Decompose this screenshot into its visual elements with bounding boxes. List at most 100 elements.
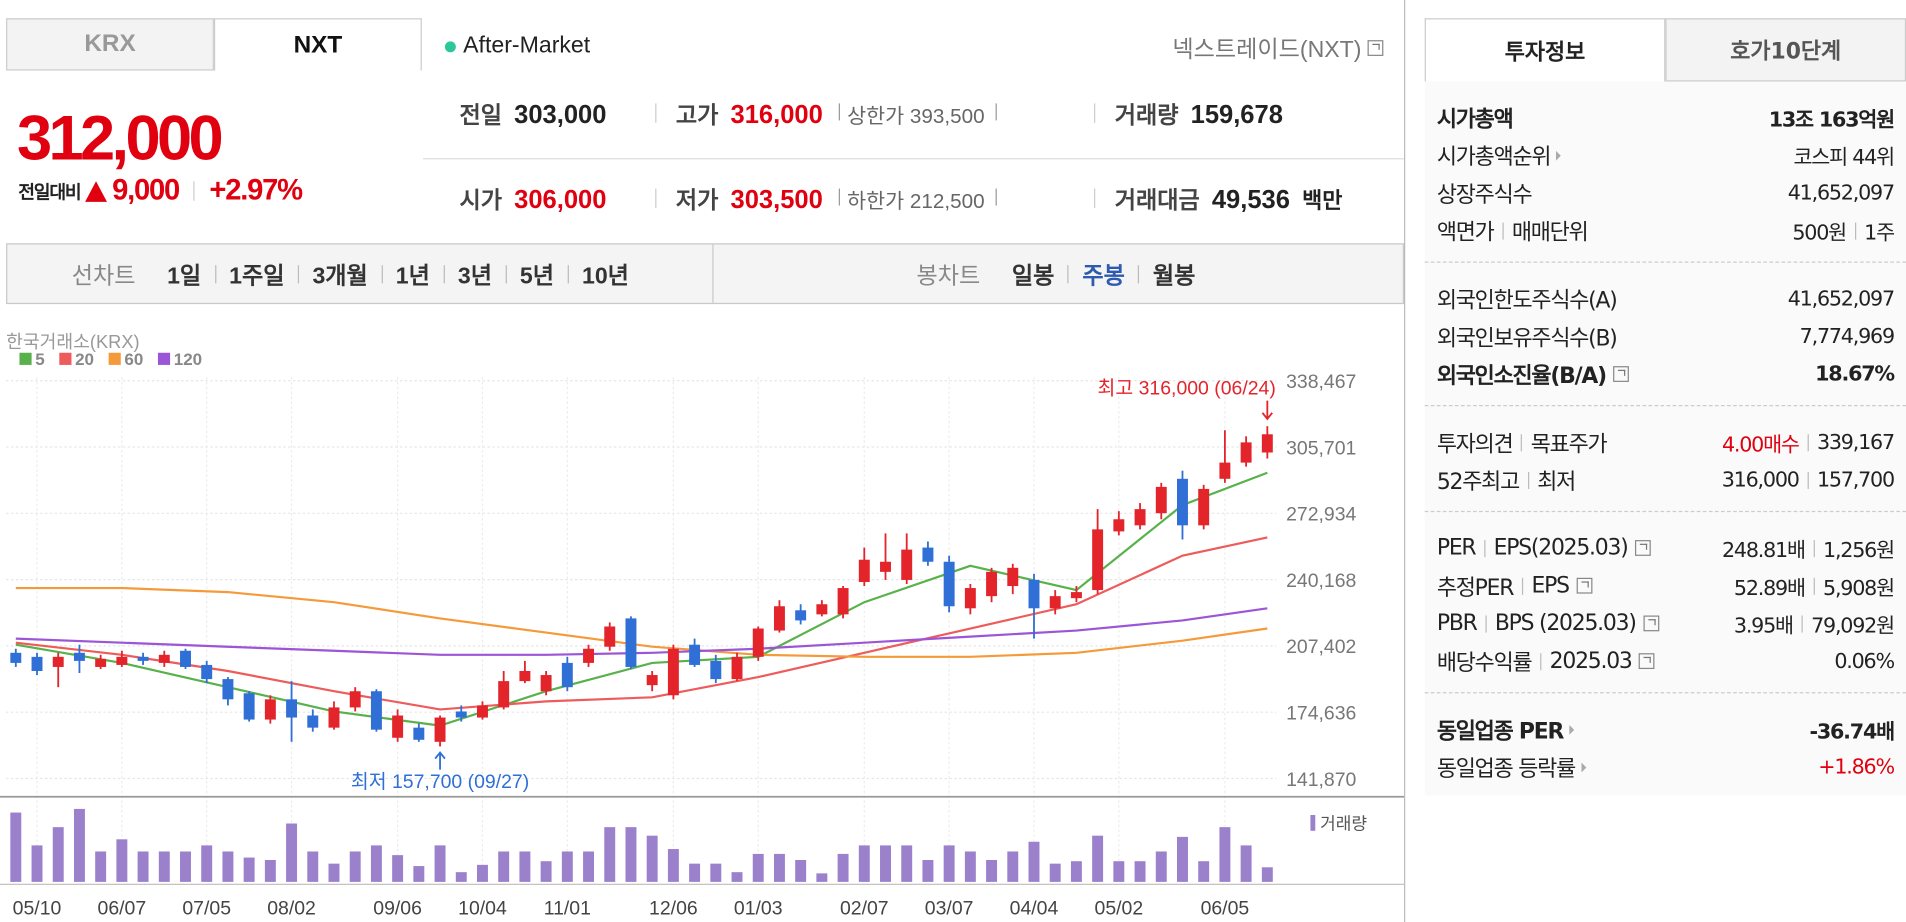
volume-bar: [858, 845, 870, 882]
chart-tab[interactable]: 일봉: [1011, 263, 1055, 289]
candle-body: [95, 658, 107, 667]
row-value: 1주: [1864, 221, 1895, 246]
help-icon[interactable]: [1634, 540, 1651, 556]
row-values: 4.00매수 339,167: [1722, 427, 1895, 457]
info-row: PBR BPS (2025.03) 3.95배 79,092원: [1436, 605, 1895, 643]
row-value: 79,092원: [1811, 614, 1895, 639]
info-section: 외국인한도주식수(A) 41,652,097 외국인보유주식수(B) 7,774,96…: [1424, 263, 1906, 407]
volume-bar: [880, 845, 891, 882]
row-value: 41,652,097: [1787, 180, 1895, 205]
moving-average: [15, 471, 1268, 727]
candle-body: [52, 656, 64, 667]
volume-bar: [731, 872, 743, 882]
row-label: 동일업종 PER: [1436, 718, 1564, 744]
separator: [655, 188, 657, 209]
info-section: PER EPS(2025.03) 248.81배 1,256원 추정PER EPS 52.8…: [1424, 512, 1906, 694]
row-label: 투자의견: [1436, 431, 1514, 457]
info-tab[interactable]: 호가10단계: [1665, 18, 1906, 82]
info-row: 추정PER EPS 52.89배 5,908원: [1437, 567, 1895, 605]
row-label: 외국인한도주식수(A): [1436, 287, 1618, 314]
venue[interactable]: 넥스트레이드(NXT): [1172, 32, 1384, 65]
quote-item: 시가 306,000: [459, 182, 606, 215]
separator: [443, 264, 445, 283]
row-label: 52주최고: [1436, 468, 1520, 495]
volume-bar: [264, 859, 276, 882]
volume-bar: [773, 853, 785, 882]
volume-bar: [498, 851, 510, 882]
chart-tabs-bar: 선차트 1일 1주일 3개월 1년 3년 5년 10년 봉차트 일봉 주봉 월봉: [6, 243, 1405, 305]
legend-swatch: [108, 352, 121, 365]
help-icon[interactable]: [1576, 577, 1592, 594]
arrow-icon[interactable]: [1556, 150, 1562, 160]
volume-bar: [583, 851, 595, 882]
change-label: 전일대비: [18, 181, 81, 203]
arrow-icon[interactable]: [1581, 762, 1586, 772]
row-labels: 배당수익률 2025.03: [1437, 645, 1655, 677]
change-rate: +2.97%: [209, 173, 303, 207]
panel-divider: [1404, 0, 1406, 922]
market-tab[interactable]: KRX: [6, 18, 214, 71]
separator: [1813, 539, 1815, 557]
chart-tab[interactable]: 10년: [581, 263, 629, 289]
row-value: 248.81배: [1721, 538, 1806, 564]
help-icon[interactable]: [1367, 40, 1384, 56]
volume-bar: [604, 827, 616, 882]
volume-bar: [1092, 835, 1104, 882]
chart-tab[interactable]: 5년: [519, 263, 555, 289]
volume-bar: [116, 839, 128, 882]
legend-label: 120: [174, 350, 202, 369]
row-values: 7,774,969: [1800, 324, 1895, 348]
chart-tab[interactable]: 1일: [167, 263, 202, 289]
candle-body: [710, 660, 722, 680]
chart-tab[interactable]: 월봉: [1152, 263, 1196, 289]
sub-label: 상한가: [847, 104, 905, 128]
volume-bar: [31, 845, 43, 882]
candle-body: [413, 727, 425, 740]
volume-bar: [52, 827, 64, 882]
help-icon[interactable]: [1638, 653, 1655, 670]
change-value: 9,000: [112, 173, 180, 207]
volume-bar: [137, 851, 149, 882]
info-row: 시가총액 13조 163억원: [1437, 99, 1895, 137]
candle-body: [137, 656, 149, 661]
info-tab[interactable]: 투자정보: [1424, 18, 1666, 82]
candle-body: [434, 717, 446, 742]
row-label: PBR: [1436, 610, 1478, 637]
group-label: 봉차트: [916, 263, 981, 289]
quote-label: 저가: [675, 188, 719, 215]
volume-bar: [1007, 851, 1019, 882]
legend-label: 5: [35, 350, 44, 369]
x-tick-label: 07/05: [182, 898, 231, 920]
quote-item: 거래량 159,678: [1094, 97, 1283, 130]
help-icon[interactable]: [1642, 615, 1659, 632]
separator: [1813, 577, 1815, 595]
row-value: 3.95배: [1733, 614, 1794, 639]
help-icon[interactable]: [1613, 366, 1629, 382]
candle-body: [561, 662, 573, 688]
quote-label: 시가: [459, 188, 503, 215]
info-section: 동일업종 PER -36.74배 동일업종 등락률 +1.86%: [1425, 693, 1906, 798]
candle-body: [392, 715, 404, 738]
volume-bar: [837, 853, 849, 882]
volume-bar: [901, 845, 913, 882]
x-tick-label: 09/06: [373, 898, 422, 920]
y-tick-label: 141,870: [1286, 769, 1356, 791]
arrow-icon[interactable]: [1569, 724, 1575, 735]
row-values: 52.89배 5,908원: [1734, 570, 1895, 601]
separator: [1807, 471, 1809, 489]
x-tick-label: 03/07: [925, 898, 974, 920]
chart-tab[interactable]: 1주일: [229, 263, 285, 289]
chart-tab[interactable]: 3개월: [312, 263, 368, 289]
row-values: 41,652,097: [1788, 286, 1895, 310]
chart-tab[interactable]: 1년: [395, 263, 430, 289]
candle-body: [1240, 442, 1252, 463]
volume-bar: [710, 863, 722, 882]
info-row: 시가총액순위 코스피 44위: [1437, 136, 1895, 174]
candle-body: [222, 679, 234, 700]
volume-bar: [561, 851, 573, 882]
row-labels: 액면가 매매단위: [1437, 215, 1589, 247]
chart-tab[interactable]: 3년: [457, 263, 492, 289]
chart-tab[interactable]: 주봉: [1082, 263, 1125, 289]
market-tab[interactable]: NXT: [213, 18, 422, 71]
